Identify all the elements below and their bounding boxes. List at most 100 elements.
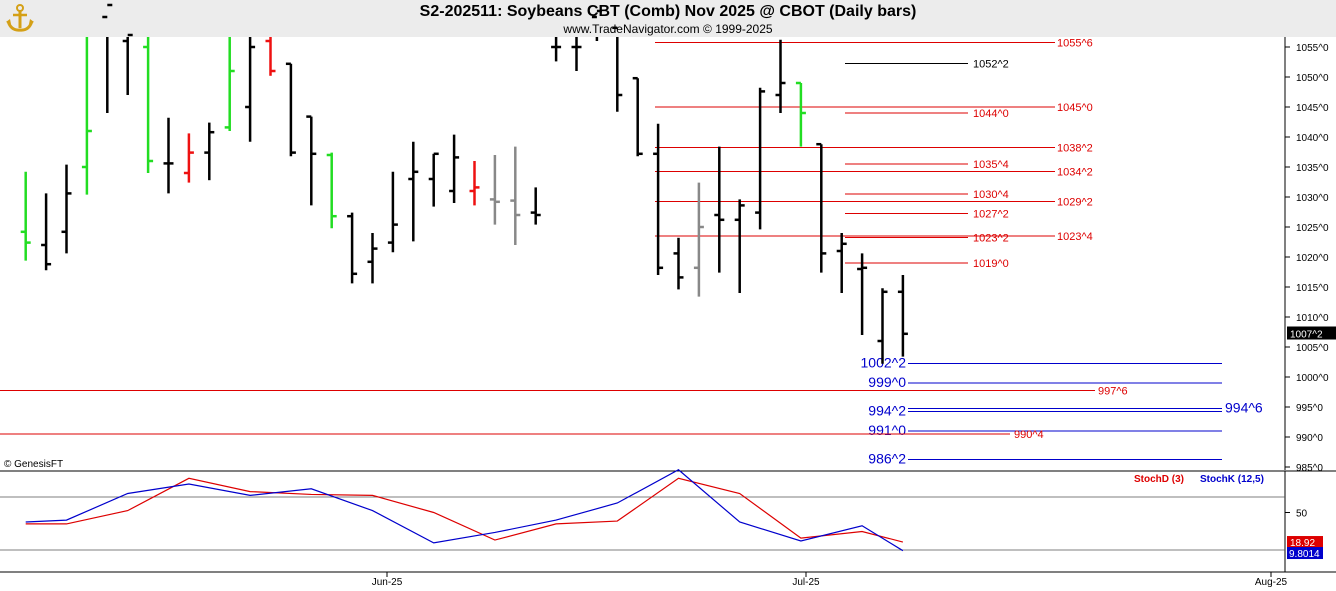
stochd-value-label: 18.92: [1290, 538, 1315, 549]
price-tick-label: 995^0: [1296, 403, 1323, 414]
level-label: 1029^2: [1057, 197, 1093, 209]
level-label: 1023^2: [973, 233, 1009, 245]
level-label: 991^0: [868, 422, 906, 438]
ohlc-bar: [61, 164, 72, 254]
price-tick-label: 990^0: [1296, 433, 1323, 444]
ohlc-bar: [347, 212, 358, 284]
ohlc-bar: [306, 115, 317, 206]
price-tick-label: 1050^0: [1296, 73, 1329, 84]
ohlc-bar: [693, 182, 704, 297]
price-tick-label: 1030^0: [1296, 193, 1329, 204]
price-tick-label: 1045^0: [1296, 103, 1329, 114]
ohlc-bar: [326, 152, 337, 229]
price-tick-label: 1020^0: [1296, 253, 1329, 264]
level-label: 999^0: [868, 374, 906, 390]
level-label: 1019^0: [973, 258, 1009, 270]
stochastic-panel: 50 18.929.8014: [25, 469, 1323, 560]
header-bar: S2-202511: Soybeans CBT (Comb) Nov 2025 …: [0, 0, 1336, 37]
ohlc-bar: [734, 199, 745, 293]
level-label: 1030^4: [973, 189, 1009, 201]
ohlc-bar: [449, 134, 460, 203]
price-tick-label: 1040^0: [1296, 133, 1329, 144]
ohlc-bar: [245, 37, 256, 142]
price-tick-label: 1000^0: [1296, 373, 1329, 384]
price-tick-label: 1005^0: [1296, 343, 1329, 354]
ohlc-bar: [224, 37, 235, 131]
ohlc-bar: [489, 155, 500, 225]
level-label: 1044^0: [973, 108, 1009, 120]
levels-layer: 1055^6 1052^2 1045^0 1044^0 1038^2 1035^4 1034…: [0, 38, 1263, 467]
ohlc-bar: [775, 39, 786, 113]
ohlc-bar: [408, 141, 419, 242]
level-label: 1052^2: [973, 59, 1009, 71]
level-label: 994^6: [1225, 400, 1263, 416]
time-tick-label: Jun-25: [372, 577, 403, 588]
ohlc-bar: [163, 117, 174, 194]
price-tick-label: 985^0: [1296, 463, 1323, 474]
anchor-logo-icon: [3, 2, 37, 34]
stochk-value-box: [1287, 547, 1323, 560]
ohlc-bar: [285, 62, 296, 157]
time-tick-label: Jul-25: [792, 577, 820, 588]
ohlc-bar: [143, 37, 154, 173]
ohlc-bar: [204, 122, 215, 181]
level-label: 990^4: [1014, 429, 1044, 441]
ohlc-bar: [81, 37, 92, 195]
ohlc-bar: [673, 237, 684, 290]
ohlc-bar: [836, 233, 847, 293]
level-label: 1023^4: [1057, 231, 1093, 243]
price-tick-label: 1025^0: [1296, 223, 1329, 234]
stochd-value-box: [1287, 536, 1323, 549]
ohlc-bar: [469, 161, 480, 206]
legend-stochd: StochD (3): [1134, 474, 1184, 485]
last-price-box: [1287, 326, 1336, 340]
price-axis: 1055^0 1050^0 1045^0 1040^0 1035^0 1030^0 1025…: [1285, 43, 1336, 474]
level-label: 994^2: [868, 403, 906, 419]
ohlc-bar: [20, 171, 31, 261]
ohlc-bar: [795, 81, 806, 147]
ohlc-bar: [387, 171, 398, 253]
stoch-tick-label: 50: [1296, 509, 1308, 520]
level-label: 1055^6: [1057, 38, 1093, 50]
ohlc-bar: [265, 37, 276, 76]
ohlc-bar: [428, 152, 439, 207]
ohlc-bar: [877, 288, 888, 364]
level-label: 997^6: [1098, 386, 1128, 398]
ohlc-bar: [591, 9, 602, 41]
ohlc-bar: [367, 233, 378, 284]
level-label: 986^2: [868, 451, 906, 467]
ohlc-bar: [857, 253, 868, 335]
genesis-watermark: © GenesisFT: [4, 459, 63, 470]
ohlc-bar: [102, 3, 113, 113]
level-label: 1027^2: [973, 209, 1009, 221]
ohlc-bar: [816, 142, 827, 273]
stochk-value-label: 9.8014: [1289, 549, 1320, 560]
ohlc-bar: [612, 26, 623, 112]
stochd-line: [25, 477, 904, 543]
copyright-text: www.TradeNavigator.com © 1999-2025: [563, 22, 773, 36]
ohlc-bar: [530, 187, 541, 225]
ohlc-bar: [897, 275, 908, 357]
price-tick-label: 1035^0: [1296, 163, 1329, 174]
time-tick-label: Aug-25: [1255, 577, 1288, 588]
price-tick-label: 1015^0: [1296, 283, 1329, 294]
level-label: 1045^0: [1057, 102, 1093, 114]
ohlc-bar: [653, 123, 664, 275]
level-label: 1038^2: [1057, 143, 1093, 155]
ohlc-bar: [714, 146, 725, 273]
chart-title: S2-202511: Soybeans CBT (Comb) Nov 2025 …: [419, 3, 917, 20]
price-tick-label: 1055^0: [1296, 43, 1329, 54]
ohlc-bar: [632, 76, 643, 157]
level-label: 1035^4: [973, 159, 1009, 171]
time-axis: Jun-25 Jul-25 Aug-25: [372, 572, 1288, 588]
ohlc-bar: [122, 33, 133, 95]
ohlc-bar: [510, 146, 521, 245]
last-price-label: 1007^2: [1290, 330, 1323, 341]
level-label: 1034^2: [1057, 167, 1093, 179]
ohlc-bar: [551, 37, 562, 62]
ohlc-bar: [41, 193, 52, 271]
price-tick-label: 1010^0: [1296, 313, 1329, 324]
stochk-line: [25, 469, 904, 552]
ohlc-bar: [571, 37, 582, 71]
